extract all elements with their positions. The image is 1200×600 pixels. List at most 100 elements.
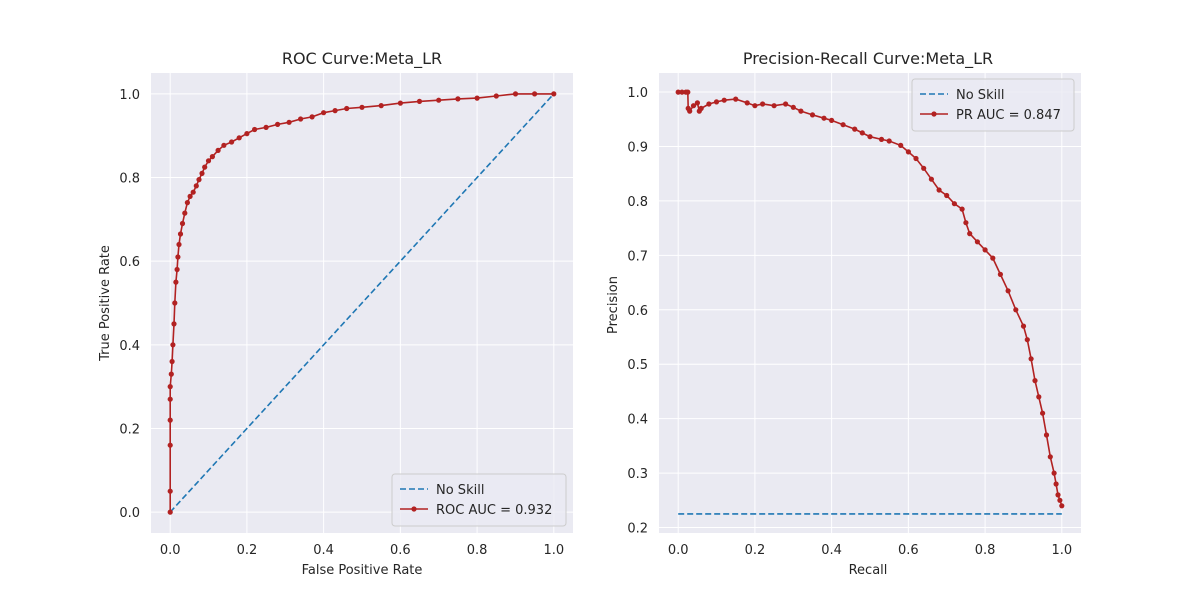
roc-data-point [455, 96, 461, 102]
pr-y-tick-label: 0.3 [627, 467, 648, 482]
pr-x-tick-label: 0.0 [668, 543, 689, 558]
pr-data-point [1053, 481, 1059, 487]
pr-x-axis-label: Recall [849, 563, 888, 578]
roc-data-point [309, 114, 315, 120]
pr-y-tick-label: 0.7 [627, 249, 648, 264]
roc-data-point [244, 131, 250, 137]
roc-data-point [332, 108, 338, 114]
roc-data-point [170, 342, 176, 348]
roc-data-point [532, 91, 538, 97]
roc-data-point [205, 158, 212, 164]
roc-y-tick-label: 0.0 [119, 506, 140, 521]
pr-data-point [829, 117, 835, 123]
pr-data-point [898, 142, 904, 148]
roc-x-tick-label: 0.6 [390, 543, 411, 558]
roc-data-point [190, 189, 196, 195]
roc-data-point [263, 124, 269, 130]
pr-data-point [694, 100, 701, 106]
roc-chart-title: ROC Curve:Meta_LR [282, 49, 442, 69]
pr-data-point [1005, 288, 1011, 294]
pr-data-point [1024, 337, 1030, 343]
pr-y-axis-label: Precision [606, 276, 621, 334]
roc-data-point [493, 93, 499, 99]
pr-data-point [687, 108, 693, 114]
pr-y-tick-label: 0.4 [627, 413, 648, 428]
pr-data-point [1028, 356, 1034, 362]
roc-data-point [344, 105, 350, 112]
roc-data-point [187, 193, 193, 199]
roc-y-axis-label: True Positive Rate [98, 245, 113, 362]
pr-data-point [733, 96, 739, 102]
pr-data-point [928, 176, 935, 182]
pr-data-point [744, 100, 750, 106]
pr-data-point [721, 97, 727, 103]
pr-data-point [1020, 323, 1027, 329]
pr-legend: No Skill PR AUC = 0.847 [911, 78, 1075, 132]
pr-data-point [1051, 470, 1057, 476]
pr-y-tick-label: 0.2 [627, 522, 648, 537]
pr-data-point [783, 101, 789, 107]
pr-data-point [886, 138, 892, 144]
roc-ticks: 0.0 0.2 0.4 0.6 0.8 1.0 0.0 0.2 0.4 0.6 0.8 1.0 [119, 88, 564, 558]
pr-data-point [771, 103, 777, 109]
roc-data-point [215, 147, 221, 153]
roc-y-tick-label: 1.0 [119, 88, 140, 103]
roc-data-point [182, 210, 188, 216]
pr-data-point [967, 231, 973, 237]
pr-data-point [760, 101, 766, 107]
roc-data-point [474, 95, 480, 101]
roc-data-point [175, 254, 181, 260]
pr-data-point [679, 89, 685, 95]
roc-legend-marker [411, 506, 417, 512]
pr-data-point [1055, 492, 1061, 498]
pr-data-point [859, 130, 865, 136]
roc-data-point [378, 103, 384, 109]
roc-data-point [176, 241, 182, 248]
roc-data-point [171, 321, 177, 327]
roc-data-point [275, 121, 281, 127]
pr-data-point [959, 206, 965, 212]
pr-y-tick-label: 0.9 [627, 140, 648, 155]
pr-x-tick-label: 0.8 [975, 543, 996, 558]
pr-x-tick-label: 0.4 [821, 543, 842, 558]
roc-data-point [286, 119, 292, 125]
roc-y-tick-label: 0.4 [119, 339, 140, 354]
pr-data-point [1040, 410, 1046, 416]
roc-data-point [436, 97, 442, 103]
pr-data-point [982, 247, 988, 253]
pr-legend-label: No Skill [956, 88, 1004, 103]
roc-data-point [229, 139, 235, 145]
roc-data-point [196, 177, 202, 183]
pr-data-point [675, 89, 681, 95]
roc-data-point [416, 98, 423, 104]
pr-data-point [1057, 497, 1063, 503]
roc-data-point [397, 100, 403, 106]
pr-ticks: 0.0 0.2 0.4 0.6 0.8 1.0 0.2 0.3 0.4 0.5 0.6 0.7 0.8 0… [627, 86, 1072, 558]
pr-data-point [852, 126, 858, 132]
pr-series [675, 89, 1065, 515]
roc-data-point [298, 116, 304, 122]
roc-data-point [168, 371, 174, 377]
pr-data-point [685, 89, 691, 95]
roc-data-point [167, 488, 173, 494]
roc-data-point [321, 110, 327, 116]
roc-series-line-model [169, 93, 554, 513]
roc-data-point [167, 509, 173, 515]
roc-x-tick-label: 1.0 [543, 543, 564, 558]
roc-chart: ROC Curve:Meta_LR False Positive Rate Tr… [98, 49, 573, 578]
roc-x-axis-label: False Positive Rate [302, 563, 423, 578]
roc-x-tick-label: 0.0 [160, 543, 181, 558]
roc-data-point [551, 91, 557, 97]
roc-legend-label: No Skill [436, 483, 484, 498]
pr-data-point [921, 165, 927, 171]
roc-data-point [512, 91, 519, 97]
pr-data-point [1043, 432, 1050, 438]
pr-data-point [913, 155, 919, 162]
pr-data-point [1059, 503, 1065, 509]
pr-data-point [963, 220, 969, 226]
pr-data-point [698, 105, 704, 111]
roc-data-point [169, 358, 175, 365]
roc-legend-label: ROC AUC = 0.932 [436, 503, 552, 518]
pr-data-point [974, 239, 981, 245]
